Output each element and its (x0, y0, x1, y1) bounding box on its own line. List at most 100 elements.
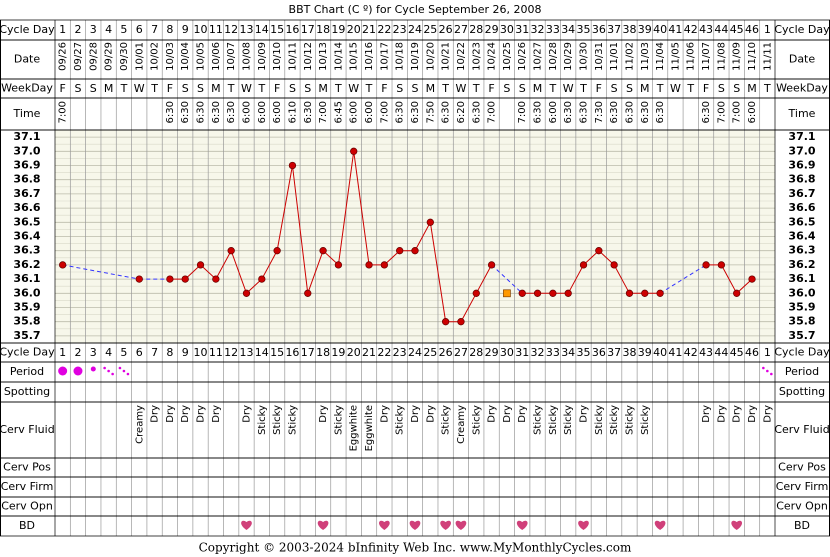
time: 6:30 (609, 101, 620, 123)
y-tick-label: 36.0 (13, 286, 40, 299)
time: 6:30 (533, 101, 544, 123)
date-label: 09/27 (73, 42, 84, 71)
row-label: Cerv Firm (776, 480, 829, 493)
row-label: Period (10, 365, 44, 378)
cerv-fluid: Sticky (272, 405, 283, 435)
cycle-day: 3 (90, 346, 97, 359)
time: 7:00 (58, 101, 69, 123)
row-label: Cerv Opn (776, 500, 828, 513)
date-label: 10/08 (241, 42, 252, 71)
date-label: 10/21 (441, 42, 452, 71)
y-tick-label: 36.9 (13, 159, 40, 172)
bd-heart (379, 520, 390, 530)
cycle-day: 27 (454, 23, 468, 36)
cerv-fluid: Sticky (594, 405, 605, 435)
cycle-day: 4 (105, 346, 112, 359)
cycle-day: 16 (285, 23, 299, 36)
cerv-fluid: Creamy (134, 405, 145, 444)
row-label: Cycle Day (774, 346, 830, 359)
weekday: S (396, 82, 403, 95)
cerv-fluid: Sticky (395, 405, 406, 435)
date-label: 11/03 (640, 42, 651, 71)
weekday: S (412, 82, 419, 95)
time: 7:30 (594, 101, 605, 123)
date-label: 10/05 (196, 42, 207, 71)
cycle-day: 6 (136, 23, 143, 36)
weekday: S (289, 82, 296, 95)
temp-point (487, 261, 496, 269)
cycle-day: 8 (166, 23, 173, 36)
date-label: 10/17 (379, 42, 390, 71)
cerv-fluid: Dry (425, 405, 436, 423)
time: 6:30 (655, 101, 666, 123)
cycle-day: 12 (224, 346, 238, 359)
weekday: T (257, 82, 265, 95)
weekday: W (241, 82, 252, 95)
cycle-day: 33 (546, 346, 560, 359)
cycle-day: 44 (714, 346, 728, 359)
time: 6:00 (364, 101, 375, 123)
cerv-fluid: Sticky (640, 405, 651, 435)
weekday: T (227, 82, 235, 95)
time: 6:30 (640, 101, 651, 123)
spot-dot (126, 372, 130, 376)
time: 6:30 (395, 101, 406, 123)
cycle-day: 19 (331, 23, 345, 36)
date-label: 11/04 (655, 42, 666, 71)
cerv-fluid: Dry (211, 405, 222, 423)
temp-point (441, 318, 450, 326)
temp-point (748, 275, 756, 283)
y-tick-label: 36.1 (788, 272, 815, 285)
date-label: 09/28 (88, 42, 99, 71)
date-label: 10/22 (456, 42, 467, 71)
weekday: S (733, 82, 740, 95)
cycle-day: 1 (59, 23, 66, 36)
cerv-fluid: Dry (747, 405, 758, 423)
cycle-day: 14 (255, 23, 269, 36)
weekday: T (549, 82, 557, 95)
cycle-day: 20 (347, 346, 361, 359)
cycle-day: 46 (745, 23, 759, 36)
cycle-day: 18 (316, 23, 330, 36)
cycle-day: 26 (439, 346, 453, 359)
cerv-fluid: Dry (410, 405, 421, 423)
cycle-day: 24 (408, 346, 422, 359)
time: 6:30 (211, 101, 222, 123)
date-label: 11/02 (624, 42, 635, 71)
date-label: 10/06 (211, 42, 222, 71)
weekday: M (640, 82, 650, 95)
y-tick-label: 36.1 (13, 272, 40, 285)
weekday: T (120, 82, 128, 95)
cycle-day: 30 (500, 23, 514, 36)
cerv-fluid: Dry (517, 405, 528, 423)
row-label: Cerv Firm (1, 480, 54, 493)
date-label: 09/30 (119, 42, 130, 71)
time: 7:00 (732, 101, 743, 123)
date-label: 11/05 (670, 42, 681, 71)
y-tick-label: 35.9 (788, 301, 815, 314)
row-label: BD (794, 519, 810, 532)
date-label: 10/27 (533, 42, 544, 71)
time: 6:30 (624, 101, 635, 123)
cycle-day: 38 (622, 346, 636, 359)
cerv-fluid: Dry (579, 405, 590, 423)
date-label: 10/02 (150, 42, 161, 71)
temp-point (717, 261, 726, 269)
temp-point (733, 289, 741, 297)
temp-point (365, 261, 373, 269)
temp-point (59, 261, 67, 269)
temp-gap-line (659, 264, 707, 294)
temp-line (706, 264, 753, 295)
time: 7:00 (716, 101, 727, 123)
cycle-day: 36 (592, 346, 606, 359)
cerv-fluid: Dry (701, 405, 712, 423)
cycle-day: 40 (653, 346, 667, 359)
y-tick-label: 36.3 (788, 244, 815, 257)
row-label: Cerv Pos (778, 461, 826, 474)
date-label: 10/29 (563, 42, 574, 71)
cycle-day: 3 (90, 23, 97, 36)
temp-point (196, 261, 205, 269)
cycle-day: 17 (301, 346, 315, 359)
y-tick-label: 36.4 (13, 230, 40, 243)
